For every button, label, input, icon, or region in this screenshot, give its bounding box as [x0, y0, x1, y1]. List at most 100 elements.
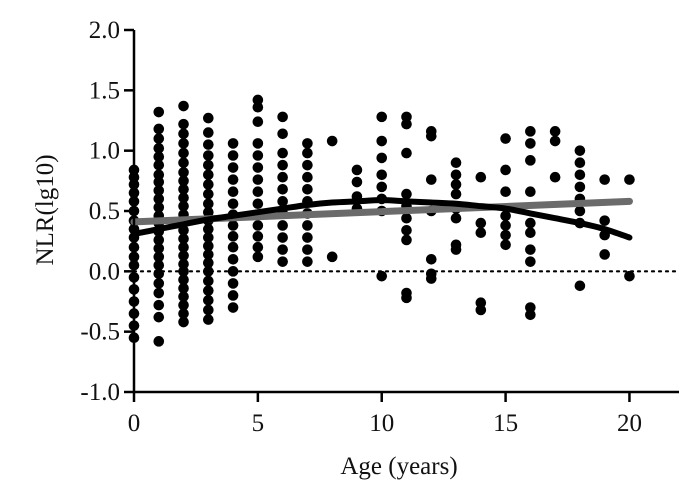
data-point — [203, 188, 214, 200]
data-point — [549, 171, 561, 183]
data-point — [401, 212, 412, 224]
data-point — [178, 241, 189, 253]
data-point — [227, 138, 239, 149]
data-point — [277, 196, 288, 207]
y-tick-label: -0.5 — [80, 319, 120, 346]
data-point — [277, 232, 288, 243]
data-point — [178, 274, 189, 286]
data-point — [203, 304, 214, 316]
data-point — [203, 285, 214, 296]
data-point — [203, 139, 214, 150]
data-point — [252, 231, 264, 242]
data-point — [227, 150, 239, 161]
data-point — [500, 220, 511, 231]
axes-layer: -1.0 -0.5 0.0 0.5 1.0 1.5 2.0 0 5 10 15 20 — [80, 17, 679, 437]
data-point — [203, 232, 214, 243]
y-axis-title: NLR(lg10) — [32, 154, 59, 265]
data-point — [376, 135, 388, 147]
data-point — [624, 270, 635, 282]
data-point — [475, 217, 487, 229]
data-point — [153, 268, 165, 280]
data-point — [525, 309, 536, 321]
data-point — [450, 169, 462, 181]
data-point — [227, 174, 239, 185]
data-point — [326, 251, 338, 263]
data-point — [203, 314, 214, 325]
data-point — [153, 142, 165, 154]
y-tick-label: 1.5 — [89, 77, 120, 104]
data-point — [153, 311, 165, 323]
data-point — [153, 169, 165, 181]
data-point — [252, 186, 264, 197]
data-point — [153, 159, 165, 171]
data-point — [376, 111, 388, 123]
data-point — [500, 186, 511, 197]
x-tick-label: 15 — [493, 410, 518, 437]
data-point — [351, 176, 363, 188]
data-point — [227, 266, 239, 277]
data-point — [203, 150, 214, 161]
data-point — [376, 152, 388, 164]
data-point — [178, 200, 189, 212]
data-point — [178, 258, 189, 270]
data-point — [525, 138, 536, 149]
data-point — [450, 188, 462, 200]
data-point — [178, 157, 189, 169]
data-point — [153, 123, 165, 135]
data-point — [153, 151, 165, 162]
data-point — [178, 147, 189, 159]
data-point — [203, 127, 214, 138]
data-point — [525, 302, 536, 313]
data-point — [227, 186, 239, 197]
data-point — [153, 176, 165, 188]
data-point — [178, 233, 189, 245]
data-point — [277, 128, 288, 140]
y-tick-label: 0.0 — [89, 258, 120, 285]
data-point — [277, 183, 288, 195]
data-point — [178, 299, 189, 311]
curve-fit-line — [131, 197, 633, 241]
data-point — [203, 179, 214, 190]
data-point — [549, 126, 561, 137]
data-point — [178, 308, 189, 319]
data-point — [153, 185, 165, 196]
data-point — [574, 280, 586, 292]
data-point — [574, 169, 586, 181]
data-point — [153, 336, 165, 347]
data-point — [326, 135, 338, 147]
y-tick-label: 2.0 — [89, 17, 120, 44]
data-point — [153, 234, 165, 246]
y-tick-label: -1.0 — [80, 379, 120, 406]
data-point — [227, 220, 239, 231]
data-point — [153, 287, 165, 299]
data-point — [574, 145, 586, 156]
data-point — [500, 229, 511, 241]
data-point — [252, 150, 264, 161]
data-point — [549, 135, 561, 147]
x-tick-label: 5 — [252, 410, 265, 437]
data-point — [203, 198, 214, 210]
data-point — [277, 111, 288, 123]
data-point — [252, 174, 264, 185]
data-point — [252, 198, 264, 210]
x-axis-title: Age (years) — [340, 453, 457, 480]
data-point — [599, 249, 610, 260]
data-point — [525, 126, 536, 137]
data-point — [252, 138, 264, 149]
data-point — [203, 275, 214, 287]
data-point — [450, 157, 462, 169]
data-point — [178, 128, 189, 140]
data-point — [153, 278, 165, 289]
data-point — [277, 220, 288, 231]
data-point — [178, 175, 189, 187]
data-point — [252, 162, 264, 173]
data-point — [401, 188, 412, 200]
data-point — [203, 159, 214, 171]
data-point — [252, 241, 264, 253]
data-point — [425, 174, 437, 185]
data-point — [401, 292, 412, 304]
data-point — [252, 251, 264, 263]
data-point — [178, 118, 189, 130]
